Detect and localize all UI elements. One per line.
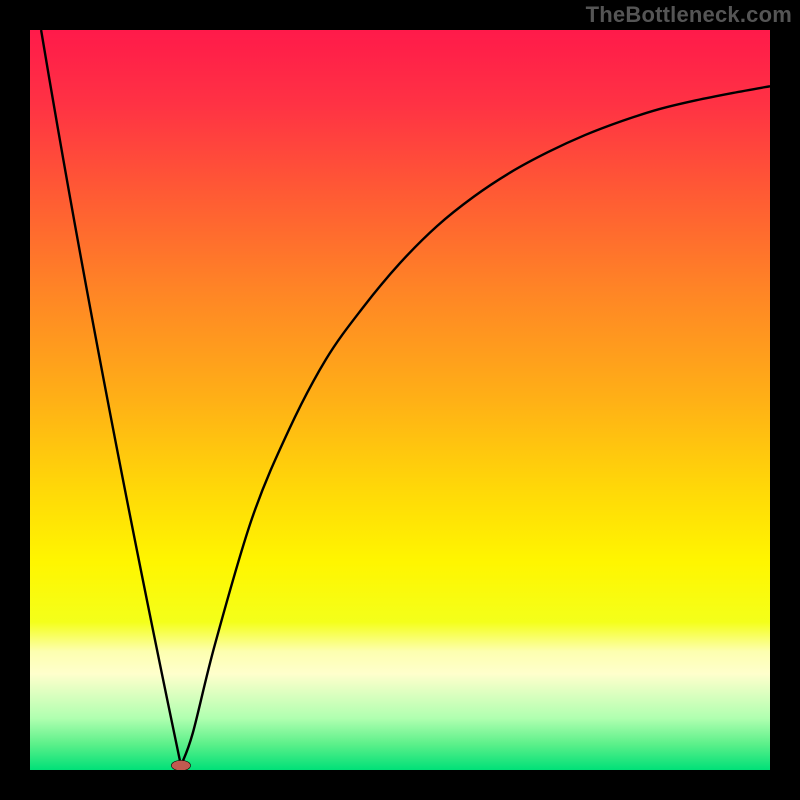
watermark-text: TheBottleneck.com [586,2,792,28]
plot-background [30,30,770,770]
plot-svg [30,30,770,770]
min-marker [171,760,190,770]
plot-area [30,30,770,770]
chart-container: TheBottleneck.com [0,0,800,800]
